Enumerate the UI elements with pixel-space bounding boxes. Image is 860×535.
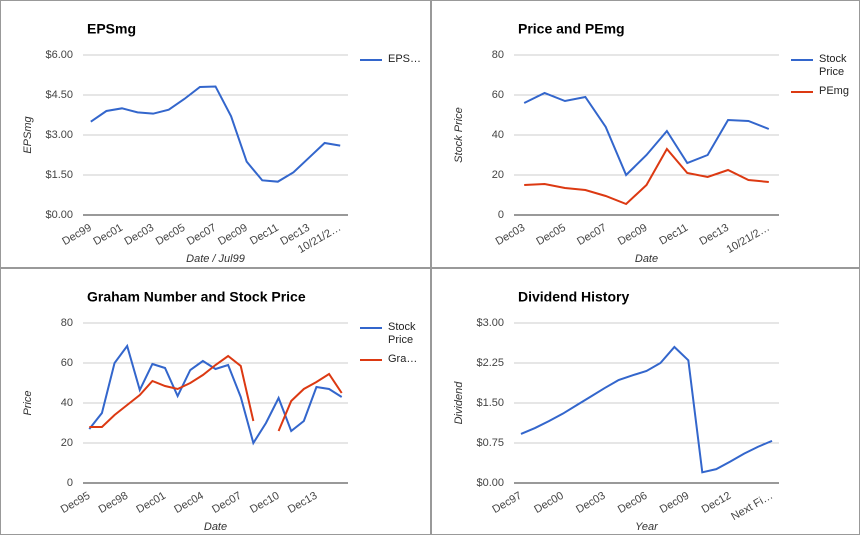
x-axis-title: Date bbox=[204, 521, 227, 533]
legend-swatch bbox=[791, 91, 813, 93]
y-tick-label: 80 bbox=[61, 317, 73, 329]
x-tick-label: Dec10 bbox=[248, 490, 282, 516]
x-tick-label: Dec03 bbox=[574, 490, 608, 516]
x-axis-title: Year bbox=[635, 521, 659, 533]
legend-entry: Gra… bbox=[360, 353, 417, 366]
y-tick-label: 0 bbox=[67, 477, 73, 489]
x-tick-label: Dec99 bbox=[60, 222, 94, 248]
series-line bbox=[520, 345, 773, 474]
legend: Stock Price Gra… bbox=[360, 321, 417, 372]
y-axis-title: Price bbox=[22, 390, 34, 415]
y-tick-label: $1.50 bbox=[476, 397, 504, 409]
x-tick-label: Dec07 bbox=[575, 222, 609, 248]
series-line bbox=[89, 354, 343, 432]
legend-entry: Stock Price bbox=[360, 321, 416, 347]
legend-entry: EPS… bbox=[360, 53, 421, 66]
x-tick-label: Dec00 bbox=[532, 490, 566, 516]
x-tick-label: Dec12 bbox=[700, 490, 734, 516]
legend-swatch bbox=[360, 327, 382, 329]
x-tick-label: Dec03 bbox=[123, 222, 157, 248]
y-tick-label: $3.00 bbox=[45, 129, 73, 141]
x-axis-title: Date bbox=[635, 253, 658, 265]
legend: EPS… bbox=[360, 53, 421, 72]
x-axis-title: Date / Jul99 bbox=[186, 253, 245, 265]
x-tick-label: Dec11 bbox=[248, 222, 281, 248]
y-tick-label: 20 bbox=[61, 437, 73, 449]
y-tick-label: $4.50 bbox=[45, 89, 73, 101]
chart-title: EPSmg bbox=[87, 21, 136, 37]
legend-swatch bbox=[360, 59, 382, 61]
series-line bbox=[90, 85, 341, 183]
y-tick-label: 20 bbox=[492, 169, 504, 181]
x-tick-label: Dec01 bbox=[91, 222, 125, 248]
chart-title: Price and PEmg bbox=[518, 21, 625, 37]
y-axis-title: Dividend bbox=[453, 381, 465, 425]
y-tick-label: $3.00 bbox=[476, 317, 504, 329]
x-tick-label: Dec95 bbox=[59, 490, 93, 516]
x-tick-label: Dec01 bbox=[134, 490, 168, 516]
x-tick-label: Dec05 bbox=[534, 222, 568, 248]
y-tick-label: $2.25 bbox=[476, 357, 504, 369]
y-axis-title: Stock Price bbox=[453, 107, 465, 163]
x-tick-label: Dec07 bbox=[210, 490, 244, 516]
x-tick-label: Dec07 bbox=[185, 222, 219, 248]
x-tick-label: Dec06 bbox=[616, 490, 650, 516]
panel-border bbox=[0, 0, 431, 268]
legend: Stock Price PEmg bbox=[791, 53, 849, 104]
y-tick-label: $6.00 bbox=[45, 49, 73, 61]
x-tick-label: Next Fi… bbox=[729, 490, 775, 523]
legend-entry: Stock Price bbox=[791, 53, 847, 79]
x-tick-label: Dec98 bbox=[97, 490, 131, 516]
y-tick-label: $0.00 bbox=[45, 209, 73, 221]
chart-title: Dividend History bbox=[518, 289, 629, 305]
y-tick-label: 60 bbox=[492, 89, 504, 101]
y-tick-label: 0 bbox=[498, 209, 504, 221]
legend-swatch bbox=[360, 359, 382, 361]
chart-title: Graham Number and Stock Price bbox=[87, 289, 306, 305]
x-tick-label: 10/21/2… bbox=[724, 222, 771, 256]
x-tick-label: Dec11 bbox=[657, 222, 690, 248]
x-tick-label: Dec09 bbox=[658, 490, 692, 516]
y-tick-label: 40 bbox=[61, 397, 73, 409]
series-line bbox=[523, 91, 770, 177]
x-tick-label: Dec13 bbox=[286, 490, 320, 516]
y-axis-title: EPSmg bbox=[22, 115, 34, 153]
series-line bbox=[524, 147, 769, 206]
y-tick-label: $0.00 bbox=[476, 477, 504, 489]
y-tick-label: $1.50 bbox=[45, 169, 73, 181]
series-line bbox=[88, 343, 343, 446]
x-tick-label: Dec04 bbox=[172, 490, 206, 516]
x-tick-label: Dec09 bbox=[616, 222, 650, 248]
legend-swatch bbox=[791, 59, 813, 61]
x-tick-label: Dec05 bbox=[154, 222, 188, 248]
y-tick-label: $0.75 bbox=[476, 437, 504, 449]
y-tick-label: 60 bbox=[61, 357, 73, 369]
x-tick-label: Dec09 bbox=[216, 222, 250, 248]
y-tick-label: 80 bbox=[492, 49, 504, 61]
x-tick-label: Dec03 bbox=[494, 222, 528, 248]
legend-entry: PEmg bbox=[791, 85, 849, 98]
x-tick-label: Dec97 bbox=[490, 490, 524, 516]
y-tick-label: 40 bbox=[492, 129, 504, 141]
